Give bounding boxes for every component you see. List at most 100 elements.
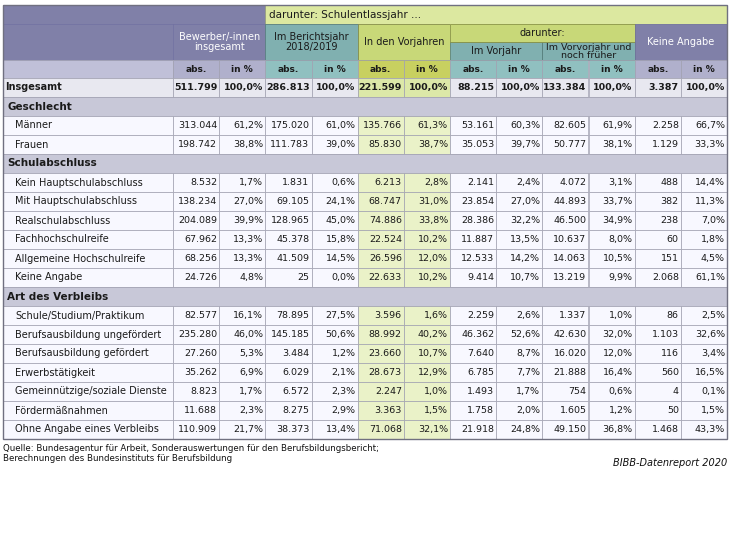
- Bar: [265, 325, 312, 344]
- Text: 221.599: 221.599: [358, 83, 402, 92]
- Text: 15,8%: 15,8%: [326, 235, 356, 244]
- Text: 0,6%: 0,6%: [331, 178, 356, 187]
- Text: 145.185: 145.185: [271, 330, 310, 339]
- Text: 560: 560: [661, 368, 679, 377]
- Text: 4.072: 4.072: [559, 178, 586, 187]
- Text: 38.373: 38.373: [276, 425, 310, 434]
- Text: abs.: abs.: [647, 65, 669, 74]
- Bar: [542, 116, 588, 135]
- Text: Im Vorjahr: Im Vorjahr: [471, 46, 521, 56]
- Text: Fördermäßnahmen: Fördermäßnahmen: [15, 405, 108, 416]
- Text: abs.: abs.: [185, 65, 207, 74]
- Bar: [681, 211, 727, 230]
- Bar: [634, 306, 681, 325]
- Bar: [358, 78, 404, 97]
- Bar: [219, 116, 265, 135]
- Bar: [219, 401, 265, 420]
- Text: 10.637: 10.637: [553, 235, 586, 244]
- Text: 33,3%: 33,3%: [695, 140, 725, 149]
- Text: 39,9%: 39,9%: [233, 216, 264, 225]
- Text: 4: 4: [673, 387, 679, 396]
- Text: 61,1%: 61,1%: [695, 273, 725, 282]
- Bar: [265, 173, 312, 192]
- Bar: [496, 382, 542, 401]
- Text: 82.605: 82.605: [553, 121, 586, 130]
- Text: 28.673: 28.673: [369, 368, 402, 377]
- Bar: [681, 230, 727, 249]
- Text: 1,8%: 1,8%: [701, 235, 725, 244]
- Bar: [681, 306, 727, 325]
- Text: 100,0%: 100,0%: [409, 83, 448, 92]
- Text: 50,6%: 50,6%: [326, 330, 356, 339]
- Bar: [588, 249, 634, 268]
- Bar: [450, 135, 496, 154]
- Text: 1.129: 1.129: [652, 140, 679, 149]
- Text: 10,7%: 10,7%: [510, 273, 540, 282]
- Bar: [588, 230, 634, 249]
- Text: 12,0%: 12,0%: [603, 349, 633, 358]
- Bar: [542, 60, 588, 78]
- Bar: [173, 401, 219, 420]
- Bar: [450, 24, 634, 42]
- Bar: [542, 306, 588, 325]
- Bar: [173, 325, 219, 344]
- Bar: [173, 211, 219, 230]
- Bar: [173, 116, 219, 135]
- Text: 382: 382: [661, 197, 679, 206]
- Text: Erwerbstätigkeit: Erwerbstätigkeit: [15, 368, 95, 378]
- Bar: [450, 420, 496, 439]
- Bar: [404, 135, 450, 154]
- Bar: [3, 97, 727, 116]
- Text: 69.105: 69.105: [277, 197, 310, 206]
- Text: in %: in %: [693, 65, 715, 74]
- Text: 1.831: 1.831: [283, 178, 310, 187]
- Bar: [3, 306, 173, 325]
- Bar: [219, 306, 265, 325]
- Text: In den Vorjahren: In den Vorjahren: [364, 37, 444, 47]
- Bar: [496, 363, 542, 382]
- Bar: [3, 249, 173, 268]
- Bar: [358, 363, 404, 382]
- Text: 2.247: 2.247: [374, 387, 402, 396]
- Bar: [173, 230, 219, 249]
- Text: 1.337: 1.337: [559, 311, 586, 320]
- Bar: [450, 78, 496, 97]
- Text: 2,1%: 2,1%: [331, 368, 356, 377]
- Text: 5,3%: 5,3%: [239, 349, 264, 358]
- Bar: [542, 268, 588, 287]
- Bar: [450, 344, 496, 363]
- Text: Schulabschluss: Schulabschluss: [7, 159, 97, 169]
- Bar: [496, 192, 542, 211]
- Text: 32,2%: 32,2%: [510, 216, 540, 225]
- Text: 1.493: 1.493: [467, 387, 494, 396]
- Text: 24.726: 24.726: [184, 273, 217, 282]
- Bar: [358, 192, 404, 211]
- Bar: [404, 363, 450, 382]
- Text: 46.500: 46.500: [553, 216, 586, 225]
- Bar: [496, 249, 542, 268]
- Text: 238: 238: [661, 216, 679, 225]
- Text: 46.362: 46.362: [461, 330, 494, 339]
- Bar: [588, 401, 634, 420]
- Text: 1,2%: 1,2%: [609, 406, 633, 415]
- Bar: [542, 42, 634, 60]
- Text: 16,1%: 16,1%: [234, 311, 264, 320]
- Text: 68.747: 68.747: [369, 197, 402, 206]
- Bar: [3, 211, 173, 230]
- Text: 110.909: 110.909: [178, 425, 217, 434]
- Text: 2018/2019: 2018/2019: [285, 42, 338, 52]
- Bar: [3, 192, 173, 211]
- Bar: [3, 268, 173, 287]
- Text: 1,2%: 1,2%: [331, 349, 356, 358]
- Bar: [219, 268, 265, 287]
- Bar: [404, 382, 450, 401]
- Text: 24,1%: 24,1%: [326, 197, 356, 206]
- Bar: [496, 135, 542, 154]
- Bar: [634, 24, 727, 60]
- Text: 50: 50: [666, 406, 679, 415]
- Bar: [404, 211, 450, 230]
- Bar: [358, 211, 404, 230]
- Text: 35.262: 35.262: [184, 368, 217, 377]
- Text: 1.103: 1.103: [652, 330, 679, 339]
- Text: 1,7%: 1,7%: [239, 387, 264, 396]
